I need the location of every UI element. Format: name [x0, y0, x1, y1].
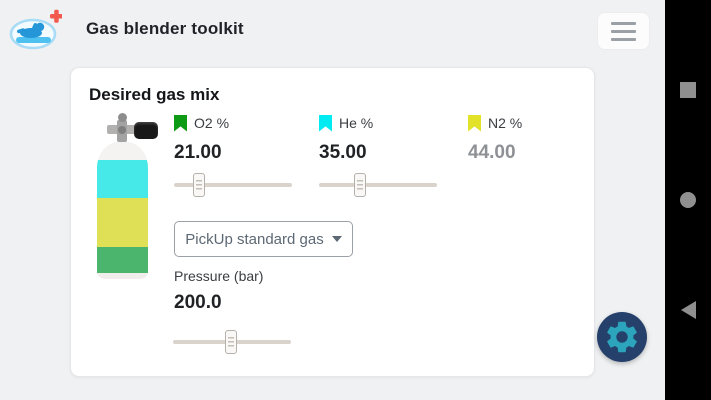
pressure-label: Pressure (bar) — [174, 268, 264, 284]
back-button[interactable] — [665, 288, 711, 332]
android-nav-bar — [665, 0, 711, 400]
helium-label: He % — [319, 113, 437, 133]
settings-fab-button[interactable] — [597, 312, 647, 362]
pressure-slider[interactable] — [173, 330, 291, 354]
pressure-slider-thumb[interactable] — [224, 330, 237, 354]
nitrogen-column: N2 % 44.00 — [468, 113, 586, 164]
nitrogen-label: N2 % — [468, 113, 586, 133]
hamburger-menu-button[interactable] — [597, 12, 650, 50]
home-circle-icon — [680, 192, 696, 208]
desired-gas-mix-card: Desired gas mix O2 % 21.0 — [70, 67, 595, 377]
recents-square-icon — [680, 82, 696, 98]
gear-icon — [607, 321, 637, 353]
oxygen-slider[interactable] — [174, 173, 292, 197]
dropdown-label: PickUp standard gas — [185, 230, 324, 248]
back-triangle-icon — [680, 301, 696, 319]
app-title: Gas blender toolkit — [86, 19, 244, 38]
recents-button[interactable] — [665, 68, 711, 112]
oxygen-swatch-icon — [174, 114, 187, 132]
nitrogen-value: 44.00 — [468, 142, 516, 163]
oxygen-value: 21.00 — [174, 142, 222, 163]
caret-down-icon — [331, 236, 342, 242]
cylinder-helium-band — [97, 159, 148, 199]
helium-slider[interactable] — [319, 173, 437, 197]
helium-column: He % 35.00 — [319, 113, 437, 197]
nitrogen-swatch-icon — [468, 114, 481, 132]
oxygen-slider-thumb[interactable] — [192, 173, 205, 197]
card-title: Desired gas mix — [89, 85, 220, 104]
oxygen-label: O2 % — [174, 113, 292, 133]
pressure-value: 200.0 — [174, 292, 222, 313]
hamburger-icon — [611, 21, 636, 25]
cylinder-oxygen-band — [97, 247, 148, 274]
app-logo-diver-icon — [9, 9, 62, 50]
cylinder-valve-knob — [134, 122, 158, 139]
cylinder-body — [97, 142, 148, 279]
gas-cylinder-illustration — [94, 113, 160, 285]
home-button[interactable] — [665, 178, 711, 222]
oxygen-column: O2 % 21.00 — [174, 113, 292, 197]
gas-mix-row: O2 % 21.00 He % 35.00 — [174, 113, 586, 218]
helium-value: 35.00 — [319, 142, 367, 163]
helium-slider-thumb[interactable] — [354, 173, 367, 197]
standard-gas-dropdown[interactable]: PickUp standard gas — [174, 221, 353, 257]
helium-swatch-icon — [319, 114, 332, 132]
cylinder-nitrogen-band — [97, 198, 148, 248]
